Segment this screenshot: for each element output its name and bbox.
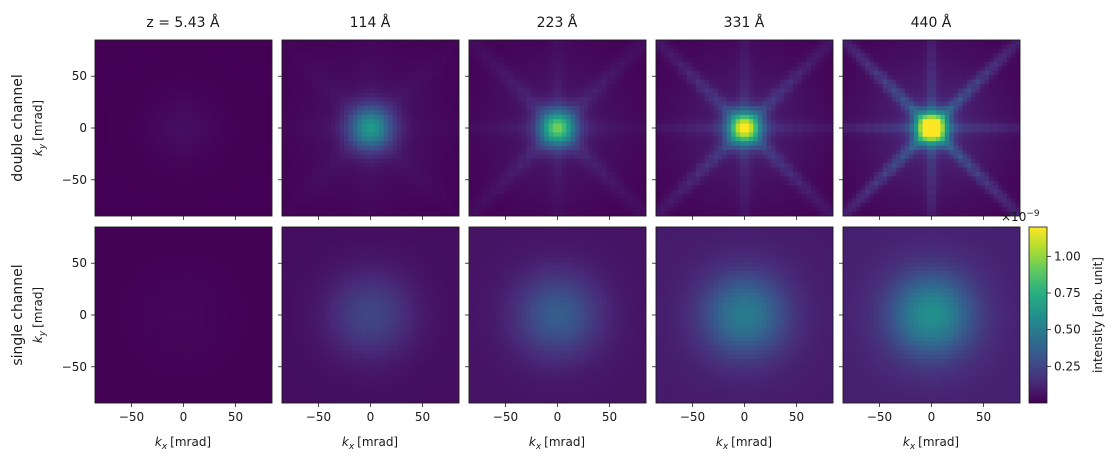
- row-label-single: single channel: [10, 264, 26, 365]
- panel-single-1: −50 0 50: [278, 226, 460, 424]
- panel-single-2: −50 0 50: [465, 226, 647, 424]
- y-tick-label: −50: [62, 360, 87, 374]
- row-labels: double channel single channel: [10, 74, 26, 365]
- panels: 50 0 −50 −50 0 50 50 0 −50 −50 0 50 −50 0 50 −50 0 50 −50 0…: [62, 39, 1021, 424]
- colorbar-tick-label: 1.00: [1054, 249, 1081, 263]
- x-axis-label-0: kx [mrad]: [155, 435, 211, 452]
- x-tick-label: −50: [493, 410, 518, 424]
- row-label-double: double channel: [10, 74, 26, 182]
- y-axis-label-row0: ky[mrad]: [31, 100, 48, 156]
- panel-double-0: 50 0 −50: [62, 39, 273, 220]
- heatmap-cells: [95, 40, 272, 216]
- colorbar-scale: ×10−9: [1001, 209, 1040, 224]
- column-titles: z = 5.43 Å 114 Å 223 Å 331 Å 440 Å: [146, 14, 951, 31]
- x-tick-label: 50: [602, 410, 617, 424]
- heatmap-cells: [656, 227, 833, 403]
- x-tick-label: 0: [928, 410, 936, 424]
- x-tick-label: 50: [228, 410, 243, 424]
- colorbar-gradient: [1028, 226, 1048, 404]
- heatmap-cells: [282, 227, 459, 403]
- panel-single-4: −50 0 50: [839, 226, 1021, 424]
- x-tick-label: 50: [415, 410, 430, 424]
- column-title-0: z = 5.43 Å: [146, 14, 220, 31]
- heatmap-cells: [843, 227, 1020, 403]
- panel-double-1: [278, 39, 460, 220]
- x-tick-label: 50: [789, 410, 804, 424]
- heatmap-cells: [282, 40, 459, 216]
- heatmap-cells: [95, 227, 272, 403]
- y-axis-labels: ky[mrad] ky[mrad]: [31, 100, 48, 343]
- y-tick-label: −50: [62, 173, 87, 187]
- x-tick-label: −50: [867, 410, 892, 424]
- x-axis-label-3: kx [mrad]: [716, 435, 772, 452]
- column-title-1: 114 Å: [350, 14, 391, 31]
- heatmap-cells: [843, 40, 1020, 216]
- y-tick-label: 0: [79, 308, 87, 322]
- column-title-2: 223 Å: [537, 14, 578, 31]
- panel-double-3: [652, 39, 834, 220]
- x-axis-label-1: kx [mrad]: [342, 435, 398, 452]
- x-axis-label-2: kx [mrad]: [529, 435, 585, 452]
- x-axis-labels: kx [mrad] kx [mrad] kx [mrad] kx [mrad] kx [m…: [155, 435, 959, 452]
- colorbar-tick-label: 0.75: [1054, 286, 1081, 300]
- x-tick-label: 0: [180, 410, 188, 424]
- x-tick-label: 0: [741, 410, 749, 424]
- heatmap-cells: [469, 227, 646, 403]
- colorbar-tick-label: 0.25: [1054, 359, 1081, 373]
- heatmap-cells: [469, 40, 646, 216]
- x-axis-label-4: kx [mrad]: [903, 435, 959, 452]
- column-title-4: 440 Å: [911, 14, 952, 31]
- colorbar-label: intensity [arb. unit]: [1091, 257, 1105, 373]
- panel-single-3: −50 0 50: [652, 226, 834, 424]
- panel-double-2: [465, 39, 647, 220]
- x-tick-label: −50: [306, 410, 331, 424]
- colorbar-tick-label: 0.50: [1054, 323, 1081, 337]
- y-axis-label-row1: ky[mrad]: [31, 287, 48, 343]
- x-tick-label: 50: [976, 410, 991, 424]
- colorbar: 0.25 0.50 0.75 1.00 ×10−9 intensity [arb. u…: [1001, 209, 1105, 404]
- column-title-3: 331 Å: [724, 14, 765, 31]
- y-tick-label: 50: [72, 256, 87, 270]
- panel-double-4: [839, 39, 1021, 220]
- panel-single-0: −50 0 50 50 0 −50: [62, 226, 273, 424]
- x-tick-label: 0: [367, 410, 375, 424]
- y-tick-label: 0: [79, 121, 87, 135]
- heatmap-cells: [656, 40, 833, 216]
- colorbar-ticks: 0.25 0.50 0.75 1.00: [1047, 249, 1081, 373]
- y-tick-label: 50: [72, 69, 87, 83]
- x-tick-label: −50: [680, 410, 705, 424]
- x-tick-label: −50: [119, 410, 144, 424]
- x-tick-label: 0: [554, 410, 562, 424]
